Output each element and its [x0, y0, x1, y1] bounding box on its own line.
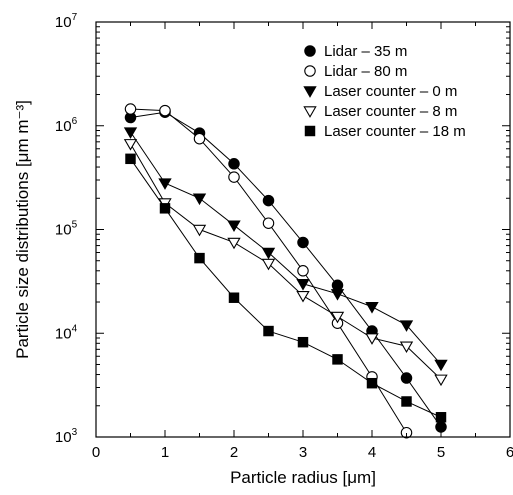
y-tick-label: 106 [55, 116, 78, 135]
data-point [297, 236, 309, 249]
data-point [158, 178, 172, 190]
legend-marker [304, 65, 316, 77]
axes-layer: 0 1 2 3 4 5 6 103 104 105 106 107 [55, 12, 513, 461]
legend-marker [303, 86, 317, 98]
data-point [296, 279, 310, 291]
data-point [263, 325, 274, 337]
data-point [331, 279, 344, 292]
x-tick-label: 3 [299, 444, 307, 461]
y-tick-label: 107 [55, 12, 78, 31]
series-laser-counter-18-m [125, 153, 447, 423]
series-lidar-80-m [124, 103, 413, 439]
legend-label: Laser counter – 0 m [324, 83, 457, 100]
data-point [400, 372, 413, 384]
data-point [124, 103, 137, 115]
x-tick-label: 6 [506, 444, 513, 461]
series-line [130, 111, 442, 428]
y-tick-label: 103 [55, 427, 78, 446]
data-point [262, 194, 275, 207]
legend-marker [304, 45, 316, 57]
data-point [296, 291, 310, 303]
data-point [159, 104, 171, 117]
series-line [130, 143, 442, 380]
series-line [130, 131, 442, 365]
x-axis-label: Particle radius [μm] [230, 468, 376, 487]
data-point [330, 289, 345, 301]
data-point [330, 311, 345, 324]
legend-label: Lidar – 35 m [324, 43, 407, 60]
series-line [130, 158, 442, 418]
data-point [227, 237, 241, 250]
data-point [192, 224, 207, 237]
data-point [365, 333, 379, 345]
data-point [399, 320, 414, 332]
legend-label: Laser counter – 8 m [324, 103, 457, 120]
legend-entry: Lidar – 80 m [304, 63, 407, 80]
x-tick-label: 0 [92, 444, 100, 461]
y-axis-label: Particle size distributions [μm m⁻³] [13, 100, 32, 359]
data-point [228, 158, 240, 170]
y-tick-label: 104 [55, 323, 78, 342]
data-point [228, 171, 240, 183]
data-point [434, 374, 448, 387]
data-point [123, 139, 138, 151]
data-point [227, 220, 241, 233]
data-point [297, 336, 309, 348]
data-point [193, 132, 206, 145]
data-point [399, 341, 414, 354]
data-point [125, 153, 136, 165]
data-point [159, 203, 171, 214]
series-layer [123, 103, 448, 439]
legend: Lidar – 35 m Lidar – 80 m Laser counter – … [303, 43, 466, 140]
series-lidar-35-m [124, 106, 447, 433]
data-point [261, 247, 276, 260]
legend-entry: Laser counter – 8 m [303, 103, 457, 120]
data-point [192, 193, 207, 206]
series-laser-counter-8-m [123, 139, 448, 387]
x-tick-label: 5 [437, 444, 445, 461]
data-point [400, 426, 413, 439]
data-point [434, 359, 448, 372]
data-point [262, 217, 275, 229]
data-point [194, 252, 205, 264]
series-laser-counter-0-m [123, 127, 448, 372]
legend-entry: Lidar – 35 m [304, 43, 407, 60]
legend-entry: Laser counter – 18 m [304, 123, 466, 140]
y-tick-label: 105 [55, 220, 78, 239]
x-tick-label: 4 [368, 444, 376, 461]
data-point [332, 354, 343, 365]
data-point [401, 396, 412, 407]
data-point [366, 377, 378, 389]
data-point [297, 265, 309, 277]
legend-marker [303, 106, 317, 118]
series-line [130, 108, 407, 433]
data-point [435, 412, 447, 423]
data-point [365, 302, 379, 314]
data-point [123, 127, 138, 139]
legend-label: Lidar – 80 m [324, 63, 407, 80]
data-point [261, 258, 276, 271]
legend-marker [304, 125, 316, 137]
legend-entry: Laser counter – 0 m [303, 83, 457, 100]
x-tick-label: 1 [161, 444, 169, 461]
legend-label: Laser counter – 18 m [324, 123, 466, 140]
x-tick-label: 2 [230, 444, 238, 461]
data-point [228, 292, 240, 303]
